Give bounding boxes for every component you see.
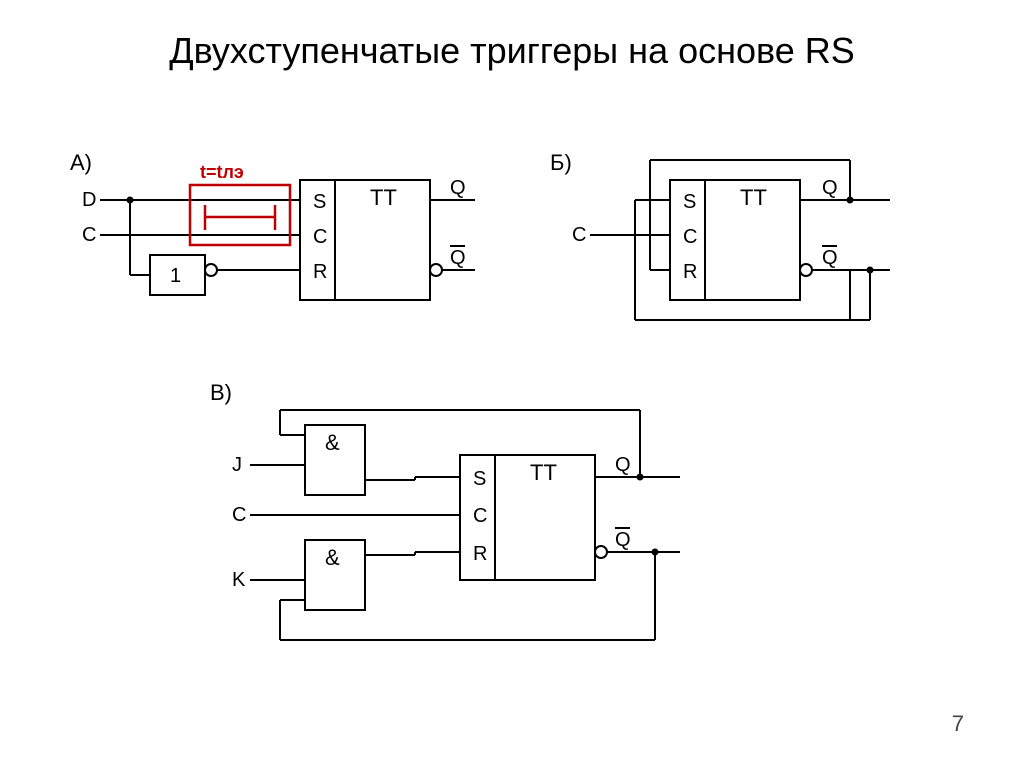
pin-c-c: C: [473, 505, 487, 527]
output-qbar-c: Q: [615, 528, 631, 551]
input-k: K: [232, 569, 246, 591]
tt-label-c: TT: [530, 460, 557, 485]
and-bottom: &: [325, 545, 340, 570]
pin-s-b: S: [683, 191, 696, 213]
input-j: J: [232, 454, 242, 476]
pin-r-c: R: [473, 543, 487, 565]
diagram-b-label: Б): [550, 150, 572, 175]
pin-s: S: [313, 191, 326, 213]
output-q-c: Q: [615, 454, 631, 476]
diagram-c: В) S C R TT & & J C K: [210, 380, 730, 690]
diagram-a: S C R TT D C 1 Q: [70, 150, 480, 350]
highlight-label: t=tлэ: [200, 162, 244, 182]
input-c-c: C: [232, 504, 246, 526]
input-c-b: C: [572, 224, 586, 246]
and-top: &: [325, 430, 340, 455]
inverter-label: 1: [170, 265, 181, 287]
pin-r-b: R: [683, 261, 697, 283]
diagram-b: Б) S C R TT C Q Q: [550, 150, 950, 370]
output-q-a: Q: [450, 177, 466, 199]
tt-label-a: TT: [370, 185, 397, 210]
output-qbar-a: Q: [450, 246, 466, 269]
input-d: D: [82, 189, 96, 211]
diagram-c-label: В): [210, 380, 232, 405]
input-c-a: C: [82, 224, 96, 246]
pin-c: C: [313, 226, 327, 248]
diagram-a-label: А): [70, 150, 92, 175]
pin-r: R: [313, 261, 327, 283]
tt-label-b: TT: [740, 185, 767, 210]
pin-c-b: C: [683, 226, 697, 248]
svg-text:Q: Q: [450, 247, 466, 269]
output-q-b: Q: [822, 177, 838, 199]
svg-text:Q: Q: [822, 247, 838, 269]
page-title: Двухступенчатые триггеры на основе RS: [0, 30, 1024, 72]
output-qbar-b: Q: [822, 246, 838, 269]
svg-text:Q: Q: [615, 529, 631, 551]
pin-s-c: S: [473, 468, 486, 490]
page-number: 7: [952, 711, 964, 737]
